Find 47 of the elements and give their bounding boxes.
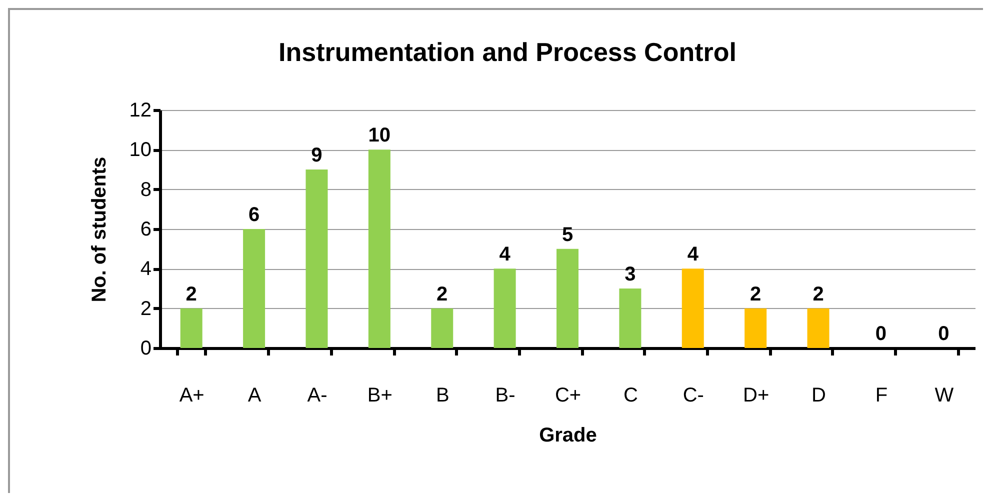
data-label: 2 [186, 283, 197, 306]
bar [556, 248, 578, 348]
y-tick-label: 2 [140, 298, 152, 320]
data-label: 6 [248, 204, 260, 226]
x-tick-label: B+ [367, 384, 392, 406]
x-tick-label: D [812, 384, 826, 406]
bar [368, 150, 390, 348]
bar [494, 268, 516, 348]
chart-title: Instrumentation and Process Control [278, 37, 736, 67]
bar [306, 170, 328, 348]
bar [744, 308, 767, 348]
bar [619, 288, 642, 348]
y-tick-label: 6 [140, 218, 152, 240]
x-tick-label: A- [307, 384, 328, 406]
bar [431, 308, 454, 348]
bar [180, 308, 202, 348]
x-tick-label: W [934, 384, 954, 406]
data-label: 2 [436, 283, 448, 306]
data-label: 4 [499, 244, 512, 266]
y-tick-label: 4 [140, 258, 152, 280]
x-tick-label: A+ [179, 384, 204, 406]
y-tick-label: 12 [129, 100, 152, 122]
data-label: 5 [562, 224, 574, 246]
y-axis-title: No. of students [88, 156, 110, 302]
data-label: 0 [875, 323, 887, 345]
x-axis-title: Grade [539, 424, 597, 446]
x-tick-label: D+ [743, 384, 770, 406]
data-label: 10 [368, 124, 391, 147]
x-tick-label: B- [495, 384, 516, 406]
x-tick-label: B [436, 384, 450, 406]
bar [807, 308, 830, 348]
data-label: 9 [311, 144, 322, 166]
data-label: 3 [624, 264, 636, 286]
x-tick-label: C- [682, 384, 704, 406]
x-tick-label: A [248, 384, 262, 406]
x-tick-label: C [623, 384, 638, 406]
x-tick-label: F [875, 384, 888, 406]
y-tick-label: 0 [140, 338, 152, 360]
bar [682, 268, 704, 348]
bar [243, 229, 266, 348]
x-tick-label: C+ [554, 384, 582, 406]
data-label: 4 [687, 244, 700, 266]
data-label: 2 [812, 283, 824, 306]
data-label: 0 [938, 323, 950, 345]
y-tick-label: 8 [140, 178, 152, 201]
data-label: 2 [750, 283, 762, 306]
y-tick-label: 10 [129, 139, 152, 162]
